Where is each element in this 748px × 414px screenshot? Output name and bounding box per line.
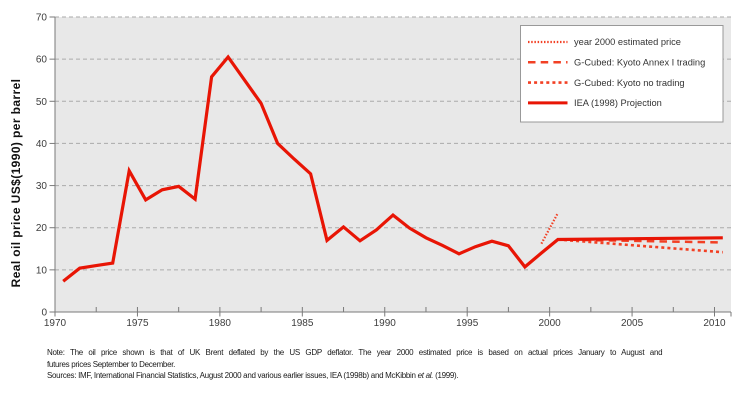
y-tick-label: 10	[36, 265, 48, 276]
footnotes: Note: The oil price shown is that of UK …	[47, 347, 739, 382]
legend-item-label: IEA (1998) Projection	[574, 98, 662, 108]
x-tick-label: 1985	[291, 318, 314, 329]
y-tick-label: 60	[36, 55, 48, 66]
x-tick-label: 2000	[539, 318, 562, 329]
x-tick-label: 1995	[456, 318, 479, 329]
y-axis: 0 10 20 30 40 50 60 70	[36, 13, 56, 319]
x-axis: 1970 1975 1980 1985 1990 1995 2000 2005 2010	[44, 307, 732, 329]
y-tick-label: 20	[36, 223, 48, 234]
legend-item-label: G-Cubed: Kyoto no trading	[574, 78, 685, 88]
et-al-italic: et al.	[417, 371, 434, 380]
legend-item-label: G-Cubed: Kyoto Annex I trading	[574, 58, 705, 68]
legend: year 2000 estimated price G-Cubed: Kyoto …	[520, 25, 724, 123]
legend-item-label: year 2000 estimated price	[574, 37, 681, 47]
x-tick-label: 1970	[44, 318, 67, 329]
x-tick-label: 1990	[374, 318, 397, 329]
y-tick-label: 40	[36, 139, 48, 150]
y-tick-label: 0	[41, 308, 47, 319]
y-axis-title: Real oil price US$(1990) per barrel	[9, 79, 23, 288]
series-lines	[62, 54, 723, 283]
note-line-2: futures prices September to December.	[47, 359, 176, 369]
y-tick-label: 30	[36, 181, 48, 192]
x-tick-label: 2005	[621, 318, 644, 329]
x-tick-label: 1975	[126, 318, 149, 329]
series-line-solid	[62, 54, 723, 283]
y-tick-label: 70	[36, 13, 48, 24]
oil-price-chart: 1970 1975 1980 1985 1990 1995 2000 2005 2010 0 10…	[9, 13, 732, 329]
x-tick-label: 2010	[703, 318, 726, 329]
y-tick-label: 50	[36, 97, 48, 108]
sources-line: Sources: IMF, International Financial St…	[47, 371, 459, 380]
note-line-1: Note: The oil price shown is that of UK …	[47, 348, 663, 357]
series-line-fine-dotted	[540, 212, 559, 245]
x-tick-label: 1980	[209, 318, 232, 329]
